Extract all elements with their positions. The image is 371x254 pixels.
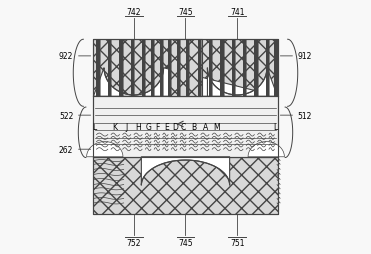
Bar: [177, 40, 180, 97]
Bar: [232, 40, 235, 97]
Bar: [119, 40, 123, 97]
Text: 741: 741: [230, 7, 244, 17]
Polygon shape: [248, 142, 284, 157]
Bar: [93, 97, 278, 157]
Text: J: J: [125, 122, 127, 132]
Bar: [198, 40, 201, 97]
Text: 512: 512: [298, 111, 312, 120]
Bar: [274, 40, 278, 97]
Bar: [108, 40, 111, 97]
Text: L: L: [273, 122, 278, 132]
Text: F: F: [155, 122, 160, 132]
Polygon shape: [141, 157, 230, 185]
Bar: [220, 40, 224, 97]
Bar: [96, 40, 100, 97]
Text: 922: 922: [59, 52, 73, 61]
Bar: [169, 40, 202, 97]
Text: G: G: [145, 122, 151, 132]
Bar: [160, 40, 163, 97]
Text: D: D: [172, 122, 178, 132]
Text: 742: 742: [127, 7, 141, 17]
Bar: [93, 157, 278, 214]
Text: 912: 912: [298, 52, 312, 61]
Bar: [255, 40, 257, 97]
Polygon shape: [87, 142, 123, 157]
Text: 752: 752: [127, 238, 141, 247]
Text: C: C: [181, 122, 186, 132]
Bar: [209, 40, 212, 97]
Text: E: E: [164, 122, 169, 132]
Bar: [142, 40, 145, 97]
Text: B: B: [191, 122, 197, 132]
Bar: [186, 40, 189, 97]
Text: 522: 522: [59, 111, 73, 120]
Text: M: M: [213, 122, 220, 132]
Text: A: A: [203, 122, 208, 132]
Text: L: L: [93, 122, 97, 132]
Text: 262: 262: [59, 145, 73, 154]
Text: H: H: [135, 122, 141, 132]
Bar: [243, 40, 246, 97]
Bar: [93, 40, 278, 97]
Text: 751: 751: [230, 238, 244, 247]
Polygon shape: [207, 69, 278, 97]
Bar: [168, 40, 171, 97]
Text: 745: 745: [178, 238, 193, 247]
Bar: [131, 40, 134, 97]
Polygon shape: [93, 69, 278, 97]
Bar: [93, 40, 278, 214]
Text: K: K: [112, 122, 117, 132]
Bar: [266, 40, 269, 97]
Bar: [151, 40, 154, 97]
Text: 745: 745: [178, 7, 193, 17]
